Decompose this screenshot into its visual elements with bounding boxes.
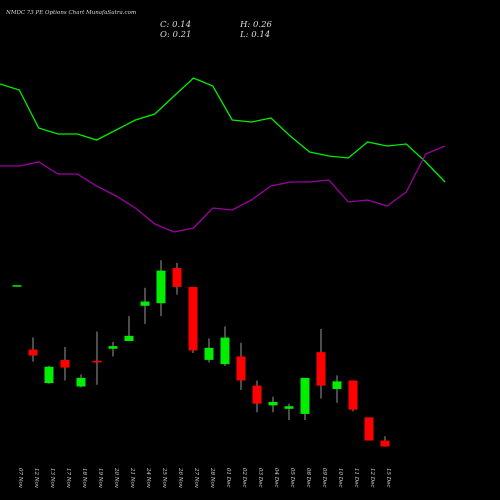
candle-body xyxy=(364,417,374,441)
candle-body xyxy=(220,337,230,365)
indicator-line xyxy=(0,77,446,183)
candle-body xyxy=(108,346,118,349)
ohlc-label: C: 0.14 xyxy=(160,20,191,30)
candle-body xyxy=(204,347,214,360)
chart-title: NMDC 73 PE Options Chart MunafaSutra.com xyxy=(5,10,136,16)
candle-body xyxy=(332,381,342,390)
x-tick-label: 07 Nov xyxy=(17,468,23,489)
x-tick-label: 21 Nov xyxy=(129,467,135,489)
candle-body xyxy=(236,356,246,381)
candle-body xyxy=(140,301,150,306)
candle-body xyxy=(44,366,54,384)
candle-body xyxy=(252,385,262,404)
candle-body xyxy=(172,268,182,287)
x-tick-label: 08 Dec xyxy=(305,468,311,488)
ohlc-label: O: 0.21 xyxy=(160,30,191,40)
x-tick-label: 09 Dec xyxy=(321,468,327,488)
candle-body xyxy=(12,285,22,287)
ohlc-label: H: 0.26 xyxy=(239,20,272,30)
candle-body xyxy=(300,377,310,414)
x-tick-label: 13 Nov xyxy=(49,468,55,489)
x-tick-label: 02 Dec xyxy=(241,468,247,488)
x-tick-label: 25 Nov xyxy=(161,467,167,489)
x-tick-label: 18 Nov xyxy=(81,468,87,489)
x-tick-label: 12 Nov xyxy=(33,468,39,489)
candle-body xyxy=(60,359,70,368)
candle-body xyxy=(124,335,134,341)
x-tick-label: 01 Dec xyxy=(225,468,231,488)
x-tick-label: 26 Nov xyxy=(177,467,183,489)
x-tick-label: 27 Nov xyxy=(193,467,199,489)
x-tick-label: 11 Dec xyxy=(353,468,359,488)
ohlc-label: L: 0.14 xyxy=(239,30,270,40)
x-tick-label: 04 Dec xyxy=(273,468,279,488)
x-tick-label: 05 Dec xyxy=(289,468,295,488)
x-tick-label: 20 Nov xyxy=(113,467,119,489)
candle-body xyxy=(76,377,86,387)
candle-body xyxy=(316,352,326,386)
candle-body xyxy=(188,286,198,351)
candle-body xyxy=(156,270,166,304)
x-tick-label: 24 Nov xyxy=(145,467,151,489)
x-tick-label: 15 Dec xyxy=(385,468,391,488)
candle-body xyxy=(268,401,278,406)
candle-body xyxy=(380,440,390,447)
x-tick-label: 17 Nov xyxy=(65,468,71,489)
candle-body xyxy=(92,360,102,363)
candle-body xyxy=(28,349,38,356)
x-tick-label: 10 Dec xyxy=(337,468,343,488)
x-tick-label: 12 Dec xyxy=(369,468,375,488)
x-tick-label: 19 Nov xyxy=(97,468,103,489)
candle-body xyxy=(284,406,294,409)
x-tick-label: 28 Nov xyxy=(209,467,215,489)
indicator-line xyxy=(0,145,446,233)
candle-body xyxy=(348,380,358,410)
x-tick-label: 03 Dec xyxy=(257,468,263,488)
